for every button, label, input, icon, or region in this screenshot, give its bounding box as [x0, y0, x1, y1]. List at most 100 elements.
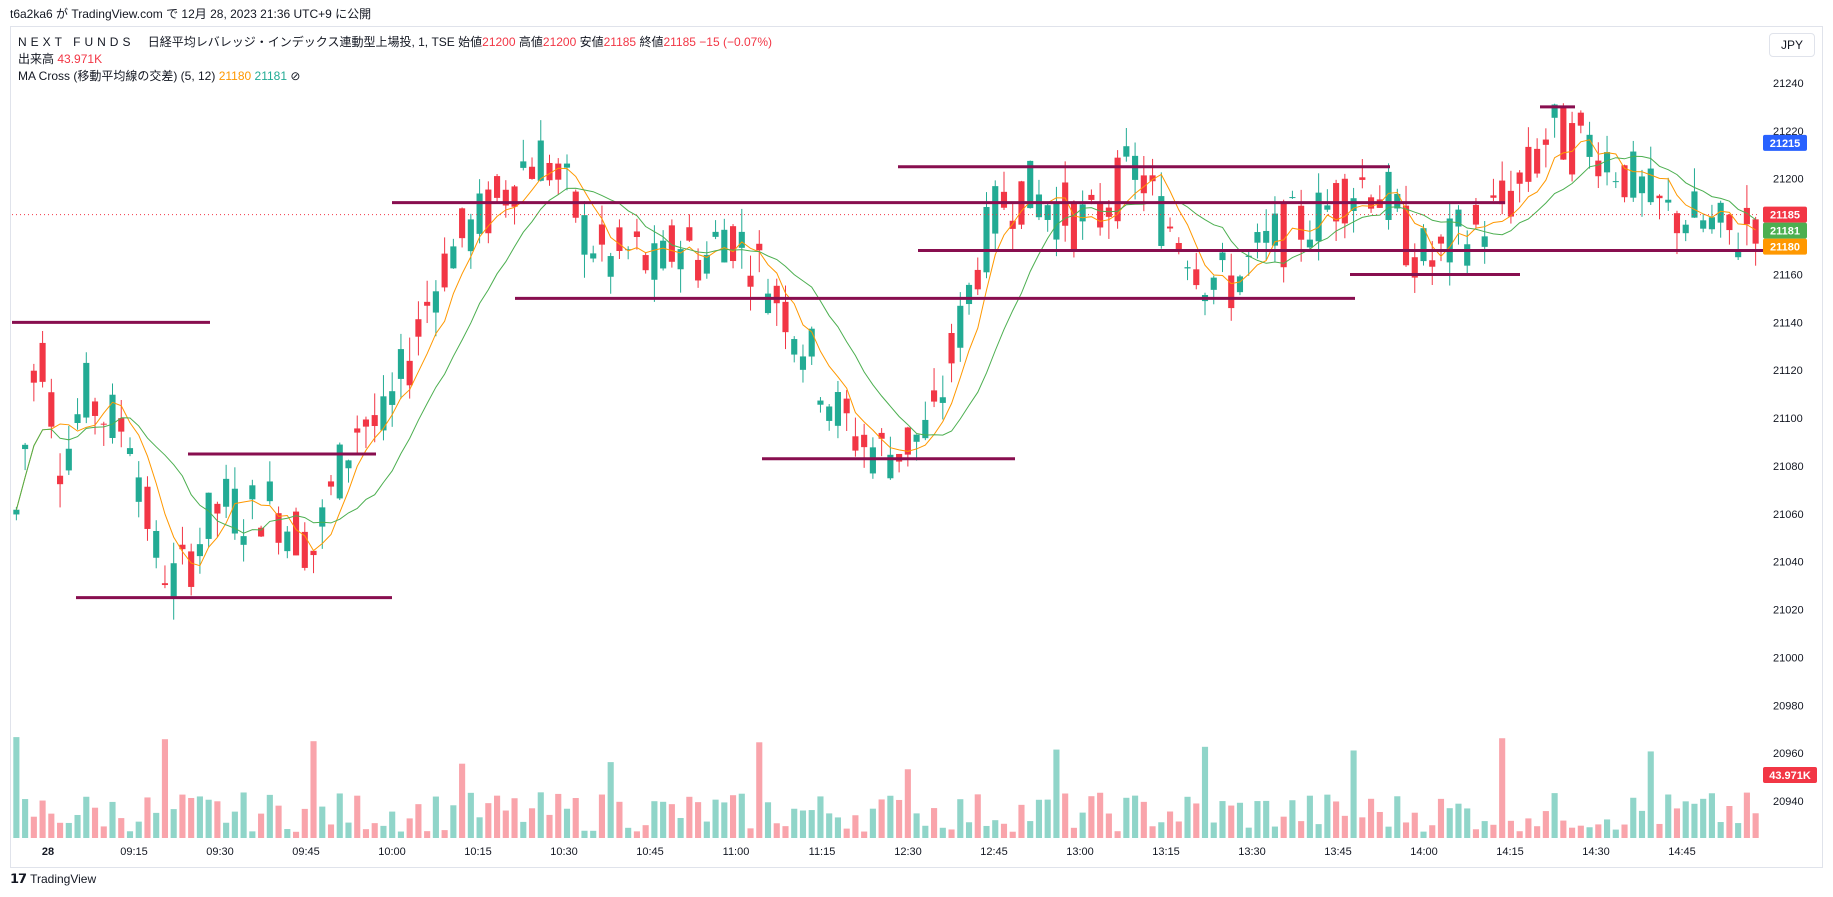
- candle-body: [1595, 160, 1602, 177]
- volume-bar: [852, 815, 859, 838]
- candle-body: [1411, 257, 1418, 278]
- price-tick-label: 21100: [1773, 413, 1803, 425]
- volume-bar: [721, 802, 728, 838]
- volume-bar: [135, 821, 142, 838]
- candle-body: [1525, 146, 1532, 182]
- time-tick-label: 11:15: [809, 846, 836, 858]
- candle-body: [729, 226, 737, 262]
- volume-bar: [1630, 797, 1637, 838]
- volume-bar: [1280, 816, 1287, 838]
- candle-body: [922, 419, 929, 439]
- candle-body: [1158, 196, 1165, 246]
- time-tick-label: 14:15: [1496, 846, 1524, 858]
- volume-bar: [1070, 827, 1077, 838]
- candle-body: [1665, 199, 1672, 203]
- volume-bar: [1062, 793, 1069, 838]
- volume-bar: [1123, 797, 1130, 838]
- time-tick-label: 13:45: [1324, 846, 1352, 858]
- hide-icon[interactable]: ⊘: [290, 69, 301, 83]
- volume-bar: [1079, 812, 1086, 838]
- candle-body: [1542, 139, 1549, 145]
- candle-body: [555, 163, 562, 180]
- volume-bar: [607, 762, 614, 838]
- symbol-name[interactable]: NEXT FUNDS: [18, 35, 135, 49]
- volume-bar: [651, 801, 658, 838]
- candle-body: [432, 291, 439, 313]
- price-badge: [1763, 222, 1807, 239]
- candle-body: [1708, 217, 1715, 230]
- volume-bar: [563, 808, 571, 838]
- candle-body: [869, 447, 876, 474]
- time-tick-label: 09:30: [206, 846, 234, 858]
- candle-body: [1507, 190, 1514, 217]
- candle-body: [441, 253, 448, 288]
- low-value: 21185: [603, 35, 637, 49]
- volume-label[interactable]: 出来高: [18, 52, 55, 66]
- candle-body: [965, 284, 973, 305]
- ma-fast-line: [15, 139, 1756, 567]
- candle-body: [22, 444, 29, 450]
- volume-bar: [1542, 811, 1549, 838]
- volume-bar: [834, 817, 841, 838]
- volume-bar: [1691, 803, 1698, 838]
- candle-body: [1035, 194, 1043, 218]
- volume-bar: [1105, 813, 1112, 838]
- volume-bar: [1507, 820, 1514, 838]
- currency-button[interactable]: JPY: [1769, 33, 1815, 57]
- time-tick-label: 09:45: [292, 846, 320, 858]
- candle-body: [188, 551, 195, 587]
- candle-body: [1499, 180, 1506, 205]
- volume-bar: [1053, 749, 1060, 838]
- candle-body: [948, 333, 955, 364]
- volume-bar: [773, 823, 780, 838]
- volume-bar: [1569, 827, 1576, 838]
- time-tick-label: 12:30: [894, 846, 922, 858]
- volume-bar: [327, 824, 335, 838]
- volume-bar: [1027, 821, 1034, 838]
- volume-bar: [1210, 822, 1217, 838]
- candle-body: [179, 544, 186, 550]
- volume-bar: [450, 805, 457, 838]
- candle-body: [1647, 168, 1654, 203]
- candle-body: [712, 231, 719, 237]
- candle-body: [109, 394, 116, 438]
- candle-body: [1306, 239, 1313, 248]
- volume-bar: [1673, 808, 1681, 838]
- volume-bar: [1315, 824, 1322, 838]
- candle-body: [1656, 195, 1663, 199]
- candle-body: [1420, 228, 1427, 262]
- candle-body: [834, 392, 841, 426]
- candle-body: [1726, 214, 1733, 231]
- close-label: 終値: [639, 35, 664, 49]
- candle-body: [546, 162, 553, 181]
- volume-bar: [1324, 794, 1331, 838]
- candle-body: [1743, 207, 1750, 225]
- ma-label[interactable]: MA Cross (移動平均線の交差) (5, 12): [18, 69, 216, 83]
- volume-bar: [712, 799, 719, 838]
- volume-bar: [1333, 801, 1340, 838]
- volume-bar: [144, 797, 151, 838]
- volume-bar: [13, 737, 20, 838]
- volume-bar: [214, 801, 221, 838]
- candle-body: [1385, 171, 1392, 220]
- candle-body: [1682, 224, 1689, 234]
- volume-bar: [1708, 793, 1715, 838]
- volume-bar: [118, 818, 125, 838]
- volume-bar: [598, 794, 606, 838]
- volume-bar: [406, 818, 413, 838]
- candle-body: [231, 488, 238, 534]
- low-label: 安値: [579, 35, 604, 49]
- time-tick-label: 11:00: [723, 846, 750, 858]
- symbol-title[interactable]: 日経平均レバレッジ・インデックス連動型上場投, 1, TSE: [147, 35, 455, 49]
- volume-bar: [258, 813, 265, 838]
- candle-body: [738, 231, 745, 248]
- candle-body: [537, 140, 544, 181]
- volume-bar: [1525, 818, 1532, 838]
- price-badge: [1763, 134, 1807, 151]
- candle-body: [1263, 230, 1270, 243]
- volume-bar: [1114, 831, 1121, 838]
- volume-bar: [1000, 823, 1008, 838]
- candle-body: [397, 349, 404, 379]
- price-tick-label: 21240: [1773, 78, 1804, 90]
